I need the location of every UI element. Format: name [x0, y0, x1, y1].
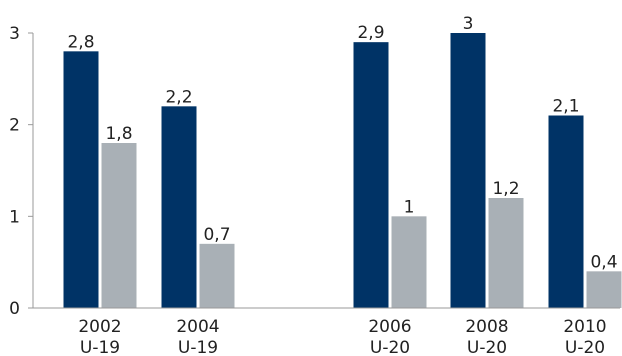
- data-label-series-2-2006: 1: [404, 197, 415, 217]
- x-category-group-label: U-20: [370, 338, 410, 356]
- y-tick-label: 2: [9, 116, 20, 136]
- bar-series-1-2008: [450, 33, 486, 308]
- x-category-year-label: 2010: [563, 317, 606, 337]
- data-label-series-2-2004: 0,7: [203, 225, 230, 245]
- x-category-year-label: 2006: [368, 317, 411, 337]
- x-category-year-label: 2004: [176, 317, 219, 337]
- bar-series-2-2002: [101, 143, 137, 308]
- x-category-group-label: U-19: [80, 338, 120, 356]
- data-label-series-1-2002: 2,8: [67, 32, 94, 52]
- y-tick-label: 1: [9, 207, 20, 227]
- x-category-group-label: U-19: [178, 338, 218, 356]
- x-category-group-label: U-20: [467, 338, 507, 356]
- x-category-year-label: 2002: [78, 317, 121, 337]
- bar-series-2-2008: [488, 198, 524, 308]
- y-tick-label: 3: [9, 24, 20, 44]
- y-axis: 0 1 2 3: [9, 24, 34, 319]
- bar-series-1-2010: [548, 115, 584, 308]
- bar-series-1-2006: [353, 42, 389, 309]
- data-label-series-2-2008: 1,2: [492, 179, 519, 199]
- x-category-year-label: 2008: [465, 317, 508, 337]
- data-labels: 2,8 2,2 2,9 3 2,1 1,8 0,7 1 1,2 0,4: [67, 14, 617, 272]
- data-label-series-2-2010: 0,4: [590, 252, 617, 272]
- bar-series-2-2004: [199, 243, 235, 308]
- data-label-series-2-2002: 1,8: [105, 124, 132, 144]
- data-label-series-1-2004: 2,2: [165, 87, 192, 107]
- bar-series-2-2010: [586, 271, 622, 308]
- bar-series-1-2002: [63, 51, 99, 308]
- data-label-series-1-2006: 2,9: [357, 23, 384, 43]
- x-category-group-label: U-20: [565, 338, 605, 356]
- data-label-series-1-2008: 3: [463, 14, 474, 34]
- bar-series-2-2006: [391, 216, 427, 308]
- y-tick-label: 0: [9, 299, 20, 319]
- bar-series-1-2004: [161, 106, 197, 308]
- data-label-series-1-2010: 2,1: [552, 97, 579, 117]
- bars: [63, 33, 622, 309]
